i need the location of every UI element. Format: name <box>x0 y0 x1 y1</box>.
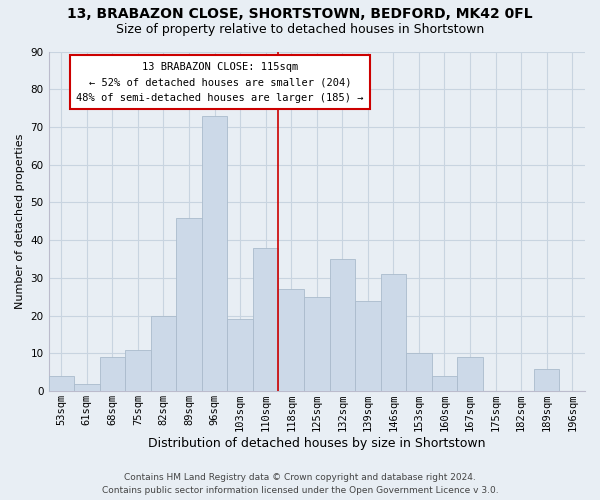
Bar <box>202 116 227 391</box>
Bar <box>329 259 355 391</box>
Bar <box>534 368 559 391</box>
Bar <box>253 248 278 391</box>
Bar <box>227 320 253 391</box>
Bar <box>432 376 457 391</box>
Bar <box>406 354 432 391</box>
Bar <box>457 357 483 391</box>
Bar <box>125 350 151 391</box>
Y-axis label: Number of detached properties: Number of detached properties <box>15 134 25 309</box>
Bar <box>176 218 202 391</box>
Bar <box>278 290 304 391</box>
Bar <box>304 297 329 391</box>
X-axis label: Distribution of detached houses by size in Shortstown: Distribution of detached houses by size … <box>148 437 485 450</box>
Bar <box>355 300 380 391</box>
Text: 13, BRABAZON CLOSE, SHORTSTOWN, BEDFORD, MK42 0FL: 13, BRABAZON CLOSE, SHORTSTOWN, BEDFORD,… <box>67 8 533 22</box>
Text: 13 BRABAZON CLOSE: 115sqm
← 52% of detached houses are smaller (204)
48% of semi: 13 BRABAZON CLOSE: 115sqm ← 52% of detac… <box>76 62 364 103</box>
Text: Size of property relative to detached houses in Shortstown: Size of property relative to detached ho… <box>116 22 484 36</box>
Bar <box>151 316 176 391</box>
Bar <box>100 357 125 391</box>
Bar <box>380 274 406 391</box>
Bar <box>49 376 74 391</box>
Bar <box>74 384 100 391</box>
Text: Contains HM Land Registry data © Crown copyright and database right 2024.
Contai: Contains HM Land Registry data © Crown c… <box>101 474 499 495</box>
